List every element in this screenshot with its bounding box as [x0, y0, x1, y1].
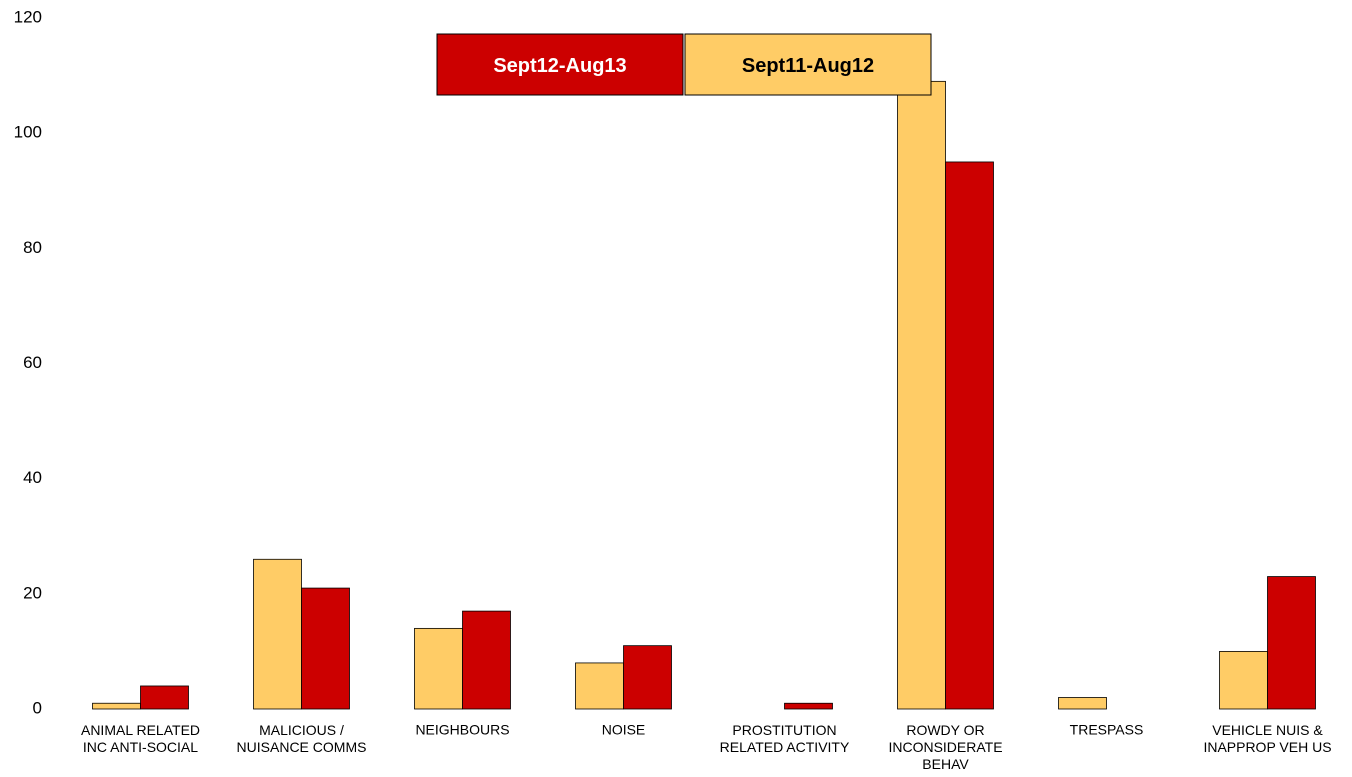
- y-tick-label: 0: [33, 698, 42, 717]
- bar: [1219, 651, 1268, 710]
- bar: [1267, 576, 1316, 710]
- legend-label: Sept11-Aug12: [742, 55, 874, 77]
- bar: [784, 702, 833, 710]
- legend-box: [436, 33, 684, 96]
- x-tick-label: NEIGHBOURS: [415, 722, 509, 738]
- x-tick-label: ANIMAL RELATED INC ANTI-SOCIAL: [81, 722, 200, 755]
- y-tick-label: 100: [14, 123, 42, 142]
- x-tick-label: NOISE: [602, 722, 646, 738]
- legend-box: [684, 33, 932, 96]
- y-tick-label: 20: [23, 583, 42, 602]
- bar: [897, 80, 946, 710]
- bar: [575, 662, 624, 710]
- bar: [301, 587, 350, 710]
- bar: [462, 610, 511, 710]
- x-tick-label: VEHICLE NUIS & INAPPROP VEH US: [1203, 722, 1331, 755]
- x-tick-label: MALICIOUS / NUISANCE COMMS: [237, 722, 367, 755]
- y-tick-label: 80: [23, 238, 42, 257]
- legend-label: Sept12-Aug13: [493, 55, 626, 77]
- x-tick-label: TRESPASS: [1070, 722, 1144, 738]
- bar: [253, 558, 302, 710]
- bar: [92, 702, 141, 710]
- y-tick-label: 120: [14, 7, 42, 26]
- x-tick-label: PROSTITUTION RELATED ACTIVITY: [720, 722, 850, 755]
- y-tick-label: 60: [23, 353, 42, 372]
- x-tick-label: ROWDY OR INCONSIDERATE BEHAV: [888, 722, 1002, 772]
- bar: [623, 645, 672, 710]
- bar: [945, 161, 994, 710]
- bar: [1058, 697, 1107, 710]
- bar: [414, 627, 463, 710]
- bar: [140, 685, 189, 710]
- y-tick-label: 40: [23, 468, 42, 487]
